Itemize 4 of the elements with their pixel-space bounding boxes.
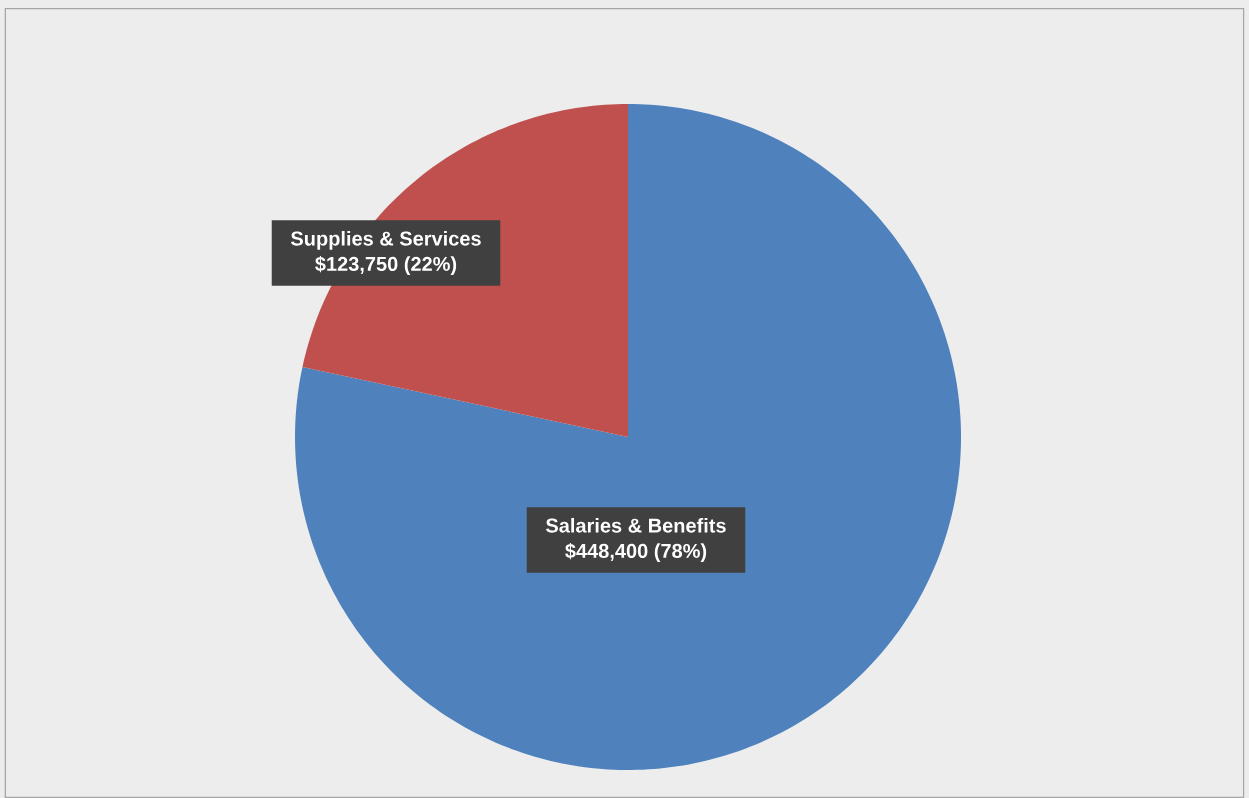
data-label: $123,750 (22%) [315, 255, 457, 275]
slice-label: Salaries & Benefits [546, 518, 726, 533]
data-label: $448,400 (78%) [565, 542, 707, 562]
slice-label: Supplies & Services [291, 231, 481, 250]
